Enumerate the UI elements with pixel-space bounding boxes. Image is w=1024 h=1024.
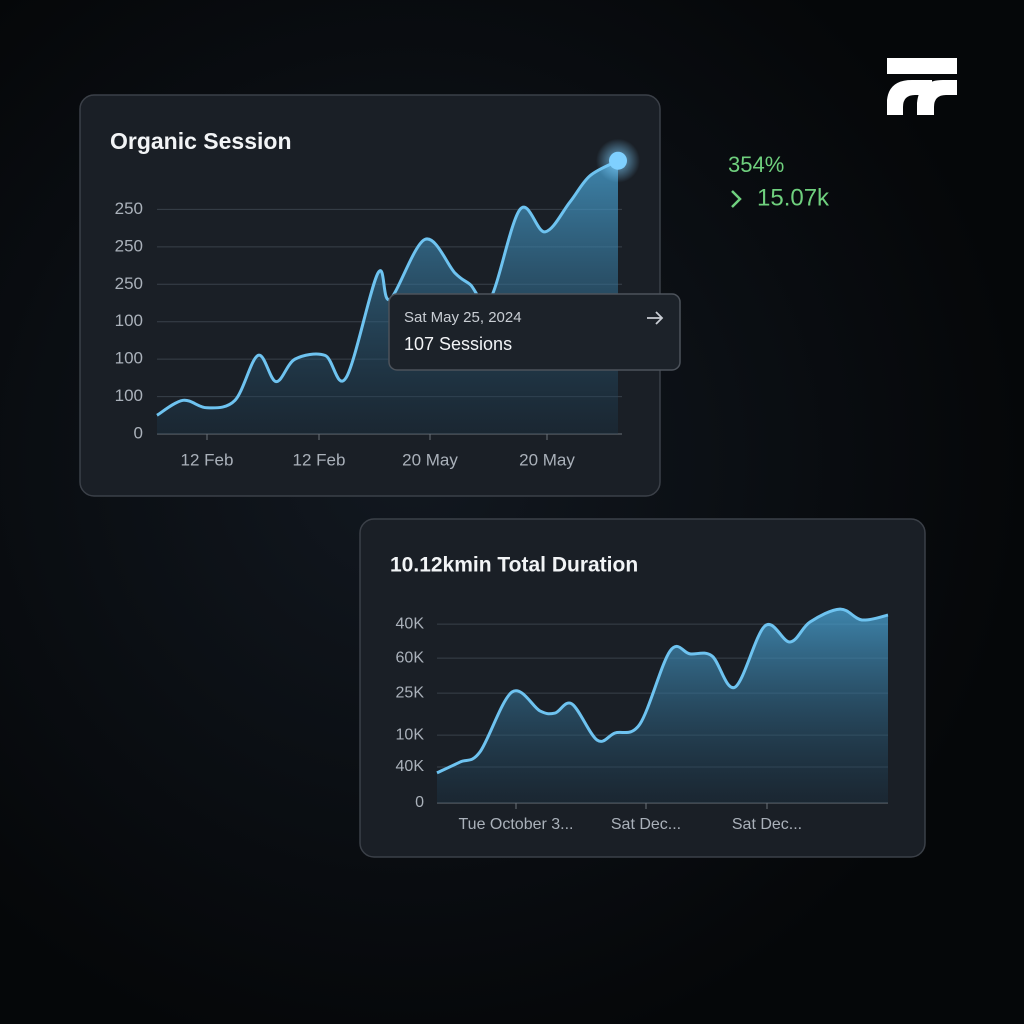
y-tick-label: 40K: [396, 758, 425, 775]
y-tick-label: 40K: [396, 615, 425, 632]
stat-percent: 354%: [728, 152, 784, 177]
area: [437, 609, 888, 803]
arrow-icon: [647, 311, 664, 325]
x-tick-label: Tue October 3...: [458, 816, 573, 833]
line: [156, 159, 619, 417]
tooltip-date: Sat May 25, 2024: [404, 309, 522, 326]
y-tick-label: 250: [115, 274, 143, 293]
y-tick-label: 250: [115, 236, 143, 255]
logo: [887, 58, 957, 115]
tooltip: Sat May 25, 2024 107 Sessions: [388, 293, 681, 371]
x-tick-label: 20 May: [402, 450, 458, 469]
x-tick-label: 12 Feb: [293, 450, 346, 469]
y-tick-label: 60K: [396, 649, 425, 666]
tooltip-value: 107 Sessions: [404, 334, 512, 354]
logo-bar: [887, 58, 957, 74]
x-tick-label: 12 Feb: [181, 450, 234, 469]
chart-title: Organic Session: [110, 128, 292, 154]
tooltip-box: [388, 293, 681, 371]
stat-total: 15.07k: [757, 184, 830, 211]
x-tick-label: 20 May: [519, 450, 575, 469]
y-tick-label: 100: [115, 311, 143, 330]
x-tick-label: Sat Dec...: [611, 816, 681, 833]
y-tick-label: 0: [415, 794, 424, 811]
logo-leg: [917, 80, 957, 115]
line: [436, 607, 889, 775]
chart-title: 10.12kmin Total Duration: [390, 554, 638, 577]
logo-leg: [887, 80, 932, 115]
y-tick-label: 100: [115, 386, 143, 405]
chevron-icon: [731, 190, 742, 208]
y-tick-label: 25K: [396, 684, 425, 701]
y-tick-label: 0: [134, 423, 143, 442]
x-tick-label: Sat Dec...: [732, 816, 802, 833]
endpoint-dot: [609, 151, 627, 170]
y-tick-label: 10K: [396, 726, 425, 743]
y-tick-label: 250: [115, 199, 143, 218]
y-tick-label: 100: [115, 349, 143, 368]
